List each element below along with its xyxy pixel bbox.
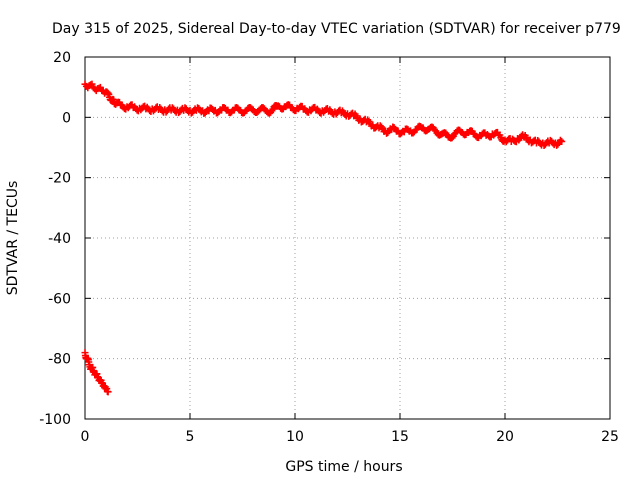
data-point: [104, 388, 112, 396]
chart-title: Day 315 of 2025, Sidereal Day-to-day VTE…: [52, 21, 621, 37]
series-1: [81, 80, 566, 150]
series-2: [81, 349, 112, 396]
x-tick-label: 5: [186, 429, 195, 445]
x-tick-label: 20: [496, 429, 514, 445]
grid-lines: [85, 57, 610, 419]
y-tick-label: -100: [39, 412, 71, 428]
y-tick-label: -80: [48, 352, 71, 368]
data-points: [81, 80, 566, 396]
y-tick-label: -40: [48, 231, 71, 247]
x-tick-label: 0: [81, 429, 90, 445]
x-tick-label: 25: [601, 429, 619, 445]
data-point-fill: [556, 136, 564, 144]
data-point-fill: [448, 134, 456, 142]
x-tick-label: 15: [391, 429, 409, 445]
y-tick-label: 0: [62, 110, 71, 126]
data-point-fill: [430, 125, 438, 133]
axis-ticks: 0 5 10 15 20 25 -100 -80 -60 -40 -20 0 20: [39, 50, 619, 445]
data-point: [558, 137, 566, 145]
y-tick-label: 20: [53, 50, 71, 66]
y-axis-label: SDTVAR / TECUs: [5, 181, 21, 296]
x-tick-label: 10: [286, 429, 304, 445]
y-tick-label: -60: [48, 291, 71, 307]
x-axis-label: GPS time / hours: [285, 459, 402, 475]
y-tick-label: -20: [48, 171, 71, 187]
